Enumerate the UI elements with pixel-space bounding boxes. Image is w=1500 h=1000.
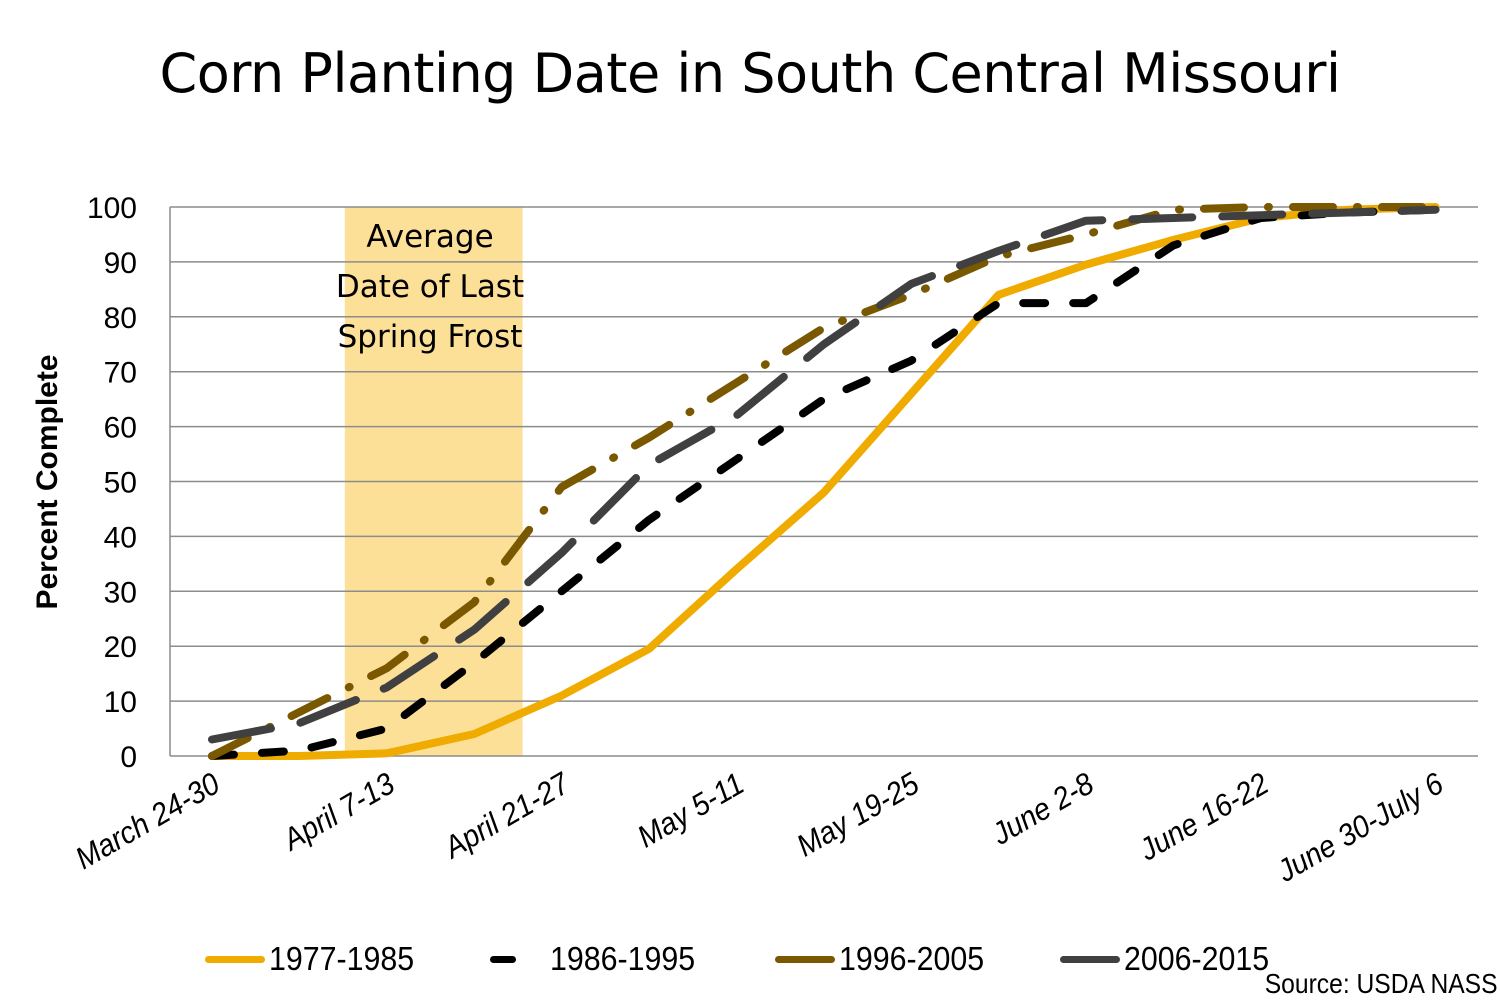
y-tick-label: 80 bbox=[104, 302, 137, 335]
series-line-1996-2005 bbox=[208, 203, 1440, 760]
frost-annotation-line-3: Spring Frost bbox=[337, 319, 523, 355]
frost-annotation-line-2: Date of Last bbox=[335, 269, 525, 305]
legend-item: 1986-1995 bbox=[490, 940, 708, 978]
legend-label: 1977-1985 bbox=[269, 940, 415, 977]
y-tick-label: 70 bbox=[104, 357, 137, 390]
y-tick-label: 60 bbox=[104, 412, 137, 445]
x-tick-label: May 19-25 bbox=[791, 766, 925, 863]
legend-label: 2006-2015 bbox=[1124, 940, 1270, 977]
y-tick-label: 10 bbox=[104, 686, 137, 719]
y-tick-label: 50 bbox=[104, 467, 137, 500]
legend-item: 2006-2015 bbox=[1060, 940, 1282, 978]
x-tick-label: June 30-July 6 bbox=[1271, 766, 1450, 889]
y-tick-label: 20 bbox=[104, 631, 137, 664]
series-line-2006-2015 bbox=[208, 205, 1440, 744]
legend-swatch bbox=[775, 955, 835, 963]
y-tick-label: 90 bbox=[104, 247, 137, 280]
legend-item: 1996-2005 bbox=[775, 940, 997, 978]
y-tick-label: 100 bbox=[87, 192, 137, 225]
chart-title: Corn Planting Date in South Central Miss… bbox=[159, 42, 1341, 105]
legend: 1977-1985 1986-1995 1996-2005 2006-2015 bbox=[0, 940, 1500, 980]
legend-swatch bbox=[490, 955, 516, 963]
x-tick-label: April 21-27 bbox=[437, 766, 576, 866]
legend-swatch bbox=[205, 955, 265, 963]
frost-annotation-line-1: Average bbox=[366, 219, 494, 255]
frost-annotation: Average Date of Last Spring Frost bbox=[318, 212, 542, 362]
y-axis-label: Percent Complete bbox=[31, 354, 64, 610]
series-line-1986-1995 bbox=[208, 205, 1440, 760]
source-note: Source: USDA NASS bbox=[1265, 968, 1498, 999]
x-tick-label: March 24-30 bbox=[70, 766, 226, 876]
y-tick-label: 30 bbox=[104, 576, 137, 609]
legend-label: 1996-2005 bbox=[839, 940, 985, 977]
legend-swatch bbox=[1060, 955, 1120, 963]
x-tick-label: April 7-13 bbox=[276, 766, 401, 858]
legend-label: 1986-1995 bbox=[550, 940, 696, 977]
series-line-1977-1985 bbox=[208, 203, 1440, 760]
y-tick-label: 0 bbox=[120, 741, 137, 774]
x-tick-label: June 2-8 bbox=[986, 766, 1100, 852]
x-tick-label: June 16-22 bbox=[1133, 766, 1275, 868]
y-tick-label: 40 bbox=[104, 521, 137, 554]
x-tick-label: May 5-11 bbox=[632, 767, 750, 855]
legend-item: 1977-1985 bbox=[205, 940, 427, 978]
